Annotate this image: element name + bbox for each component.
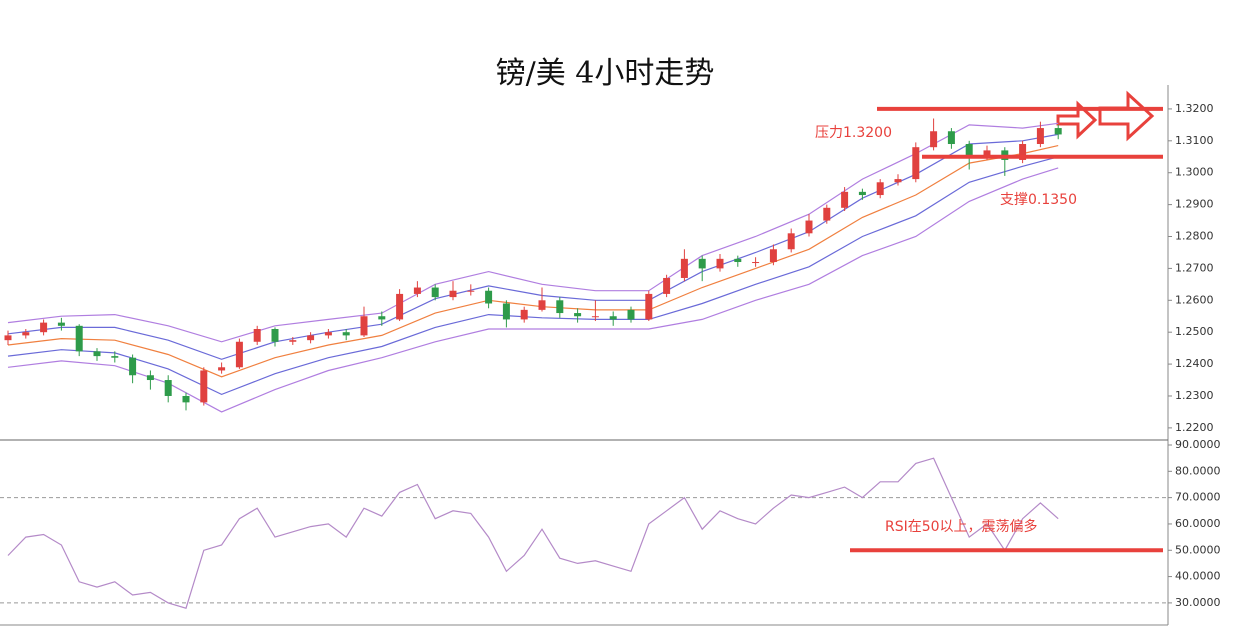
candle-body <box>734 258 742 263</box>
candle-body <box>22 332 30 336</box>
candle-body <box>947 131 955 145</box>
candle-body <box>324 332 332 336</box>
candle-body <box>271 329 279 342</box>
candle-body <box>930 131 938 148</box>
y-tick-label: 1.2500 <box>1175 325 1214 338</box>
candle-body <box>342 332 350 336</box>
candle-body <box>235 341 243 368</box>
chart-title: 镑/美 4小时走势 <box>496 56 715 91</box>
candle-body <box>485 290 493 304</box>
candle-body <box>627 309 635 320</box>
y-tick-label: 1.3100 <box>1175 134 1214 147</box>
candle-body <box>360 316 368 336</box>
candle-body <box>1054 128 1062 135</box>
candle-body <box>805 220 813 234</box>
candle-body <box>1019 144 1027 160</box>
candle-body <box>912 147 920 180</box>
candle-body <box>75 325 83 352</box>
candle-body <box>556 300 564 314</box>
candle-body <box>40 322 48 333</box>
candle-body <box>680 258 688 278</box>
y-tick-label: 90.0000 <box>1175 438 1221 451</box>
candle-body <box>876 182 884 196</box>
candle-body <box>663 277 671 294</box>
candle-body <box>769 249 777 263</box>
candle-body <box>983 150 991 157</box>
y-tick-label: 50.0000 <box>1175 543 1221 556</box>
y-tick-label: 1.2700 <box>1175 261 1214 274</box>
candle-body <box>609 316 617 320</box>
candle-body <box>4 335 12 341</box>
candle-body <box>538 300 546 310</box>
y-tick-label: 60.0000 <box>1175 517 1221 530</box>
y-tick-label: 30.0000 <box>1175 596 1221 609</box>
candle-body <box>57 322 65 326</box>
candle-body <box>307 335 315 341</box>
y-tick-label: 70.0000 <box>1175 491 1221 504</box>
candle-body <box>182 395 190 403</box>
annotation: RSI在50以上，震荡偏多 <box>885 518 1038 535</box>
arrow <box>1098 90 1155 142</box>
candle-body <box>289 340 297 342</box>
candle-body <box>164 380 172 396</box>
y-tick-label: 1.2300 <box>1175 389 1214 402</box>
candle-body <box>965 144 973 157</box>
candle-body <box>431 287 439 298</box>
candle-body <box>1036 128 1044 145</box>
y-tick-label: 40.0000 <box>1175 570 1221 583</box>
candle-body <box>574 313 582 317</box>
candle-body <box>111 356 119 358</box>
candle-body <box>591 316 599 318</box>
candle-body <box>520 309 528 320</box>
candle-body <box>413 287 421 294</box>
candle-body <box>200 370 208 403</box>
candle-body <box>645 293 653 320</box>
y-tick-label: 1.2400 <box>1175 357 1214 370</box>
candle-body <box>449 290 457 298</box>
rsi-line <box>7 457 1059 609</box>
candle-body <box>129 357 137 376</box>
annotation: 压力1.3200 <box>815 125 892 141</box>
candle-body <box>467 290 475 292</box>
y-tick-label: 1.3000 <box>1175 166 1214 179</box>
candle-body <box>146 375 154 381</box>
candle-body <box>253 329 261 342</box>
candle-body <box>93 351 101 357</box>
candle-body <box>894 179 902 183</box>
y-tick-label: 1.2600 <box>1175 293 1214 306</box>
candle-body <box>378 316 386 320</box>
candle-body <box>752 262 760 264</box>
candle-body <box>396 293 404 320</box>
y-tick-label: 1.2900 <box>1175 198 1214 211</box>
candle-body <box>841 191 849 208</box>
candle-body <box>858 191 866 196</box>
candle-body <box>823 207 831 221</box>
candle-body <box>716 258 724 269</box>
band-line <box>7 122 1059 343</box>
candle-body <box>502 303 510 320</box>
band-line <box>7 156 1059 396</box>
candle-body <box>218 367 226 371</box>
y-tick-label: 1.3200 <box>1175 102 1214 115</box>
candle-body <box>698 258 706 269</box>
band-line <box>7 167 1059 413</box>
candle-body <box>787 233 795 250</box>
y-tick-label: 1.2800 <box>1175 230 1214 243</box>
y-tick-label: 1.2200 <box>1175 421 1214 434</box>
annotation: 支撑0.1350 <box>1000 192 1077 208</box>
y-tick-label: 80.0000 <box>1175 464 1221 477</box>
arrow <box>1056 100 1098 140</box>
